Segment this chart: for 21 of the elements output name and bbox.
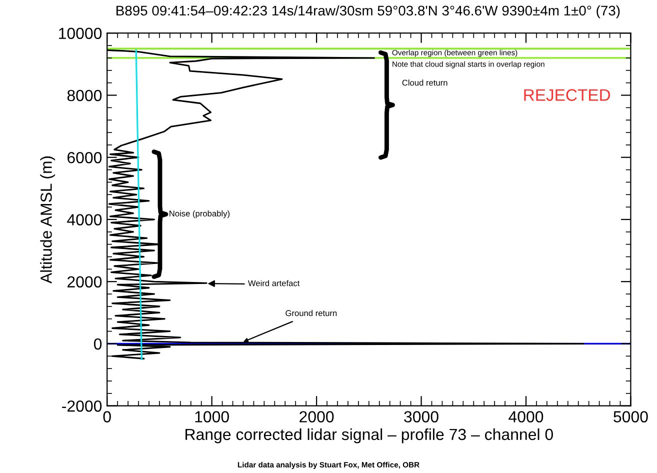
x-axis-title: Range corrected lidar signal – profile 73 – channel 0 [186, 428, 553, 444]
x-tick-label: 4000 [508, 411, 544, 422]
y-tick-label: 6000 [68, 152, 102, 164]
annotation: Cloud return [402, 80, 448, 86]
y-tick-label: 2000 [68, 276, 102, 288]
annotation: Noise (probably) [170, 210, 230, 218]
annotation: Ground return [286, 310, 337, 316]
y-axis-title: Altitude AMSL (m) [40, 156, 56, 284]
annotation: REJECTED [524, 89, 610, 101]
x-tick-label: 1000 [195, 411, 229, 422]
x-tick-label: 2000 [300, 411, 334, 422]
y-tick-label: 0 [94, 338, 102, 350]
x-tick-label: 0 [103, 411, 111, 422]
y-tick-label: 4000 [67, 214, 102, 226]
x-tick-label: 3000 [404, 411, 438, 422]
y-tick-label: -2000 [62, 400, 102, 412]
x-tick-label: 5000 [614, 411, 648, 422]
y-tick-label: 8000 [67, 90, 102, 102]
chart-title: B895 09:41:54–09:42:23 14s/14raw/30sm 59°03.8'N 3°46.6'W 9390±4m 1±0° (73) [116, 5, 620, 18]
annotation: Weird artefact [248, 280, 300, 286]
y-tick-label: 10000 [59, 28, 102, 40]
